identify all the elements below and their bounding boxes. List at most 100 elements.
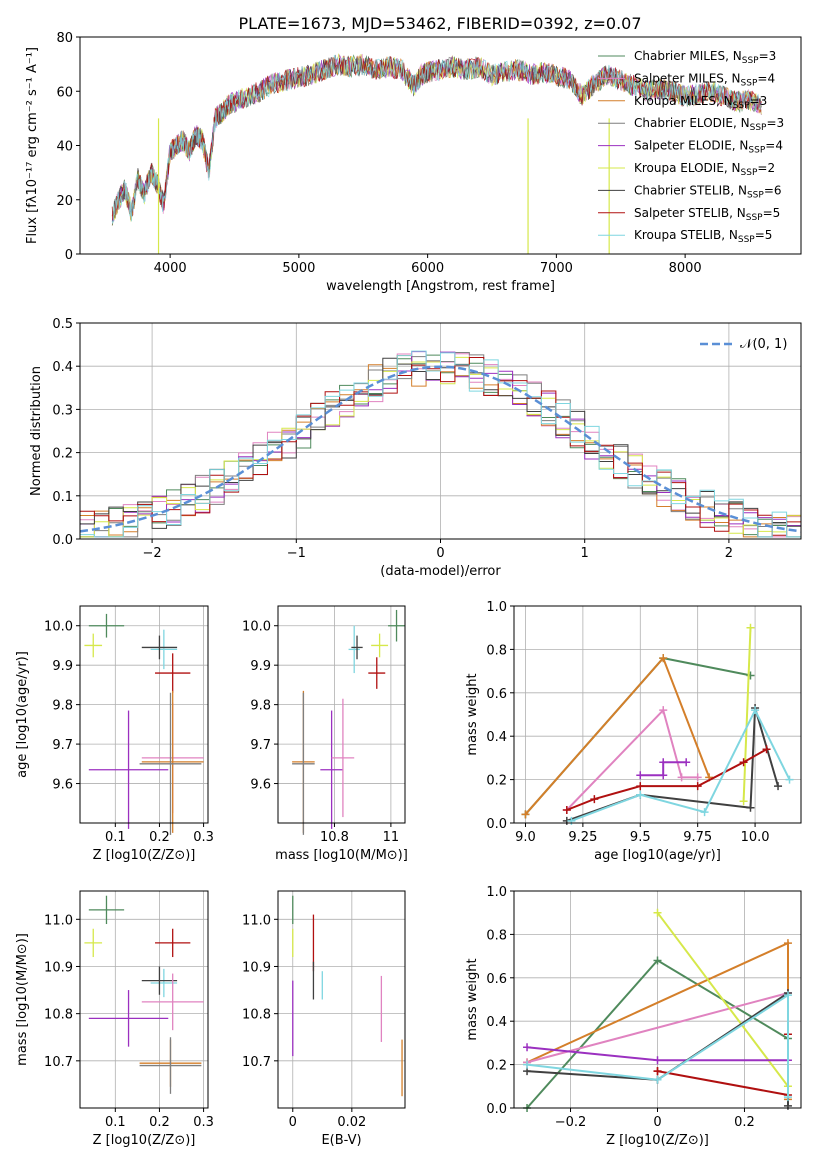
mass-weight-marker [751, 706, 760, 715]
x-tick-label: 0 [653, 1115, 661, 1130]
axes-frame [513, 605, 802, 824]
mass-weight-line [571, 707, 791, 822]
y-tick-label: 40 [56, 140, 73, 155]
massweight-vs-metallicity-panel: −0.2 0 0.2 0.0 0.2 0.4 0.6 0.8 1.0 Z [log10(Z/Z⊙)… [465, 885, 802, 1148]
y-tick-label: 10.7 [242, 1055, 271, 1070]
legend-subscript: SSP [747, 190, 764, 200]
y-tick-label: 9.7 [250, 738, 271, 753]
mass-weight-marker [523, 1043, 532, 1052]
legend-subscript: SSP [750, 123, 767, 133]
mass-weight-marker [653, 956, 662, 965]
mass-weight-marker [523, 1060, 532, 1069]
x-tick-label: 4000 [154, 261, 187, 276]
age-vs-metallicity-panel: 0.1 0.2 0.3 9.6 9.7 9.8 9.9 10.0 Z [log10(Z/Z⊙)]… [15, 605, 214, 863]
mass-weight-marker [762, 745, 771, 754]
mass-vs-extinction-panel: 0 0.02 10.7 10.8 10.9 11.0 E(B-V) [242, 890, 406, 1148]
mass-weight-marker [653, 908, 662, 917]
y-tick-label: 0.5 [52, 317, 73, 332]
x-tick-label: 10.0 [741, 830, 770, 845]
y-tick-label: 1.0 [486, 885, 507, 900]
x-tick-label: 0.1 [105, 830, 126, 845]
x-tick-label: 0.2 [149, 830, 170, 845]
x-tick-label: 6000 [411, 261, 444, 276]
mass-weight-marker [521, 810, 530, 819]
legend-label: Chabrier STELIB, NSSP=6 [634, 183, 782, 200]
errorbar-point [368, 657, 386, 689]
mass-weight-marker [774, 782, 783, 791]
y-tick-label: 0.0 [486, 1102, 507, 1117]
errorbar-point [139, 692, 202, 835]
x-tick-label: 11 [383, 830, 400, 845]
x-axis-label: Z [log10(Z/Z⊙)] [93, 1133, 196, 1148]
y-axis-label: mass weight [465, 958, 480, 1040]
legend-subscript: SSP [742, 56, 759, 66]
errorbar-point [84, 928, 103, 958]
y-axis-label: Flux [fλ10⁻¹⁷ erg cm⁻² s⁻¹ A⁻¹] [25, 47, 40, 244]
legend-count: =4 [765, 139, 783, 153]
mass-weight-marker [653, 1075, 662, 1084]
y-tick-label: 0 [65, 248, 73, 263]
y-tick-label: 9.6 [52, 778, 73, 793]
x-axis-label: E(B-V) [321, 1133, 361, 1148]
y-tick-label: 20 [56, 194, 73, 209]
spectrum-line-kroupa-stelib [111, 54, 762, 225]
y-tick-label: 9.8 [52, 699, 73, 714]
x-tick-label: −1 [287, 546, 306, 561]
y-tick-label: 10.7 [44, 1055, 73, 1070]
x-tick-label: 0.1 [105, 1115, 126, 1130]
errorbar-point [88, 613, 125, 638]
mass-weight-marker [739, 758, 748, 767]
y-tick-label: 9.9 [52, 659, 73, 674]
mass-weight-marker [700, 808, 709, 817]
legend-count: =4 [757, 71, 775, 85]
mass-weight-marker [590, 795, 599, 804]
y-tick-label: 0.2 [486, 1059, 507, 1074]
errorbar-point [348, 625, 360, 674]
y-tick-label: 0.2 [52, 447, 73, 462]
y-tick-label: 0.4 [52, 360, 73, 375]
figure-title: PLATE=1673, MJD=53462, FIBERID=0392, z=0… [238, 14, 641, 33]
errorbar-point [141, 966, 178, 995]
x-tick-label: 8000 [669, 261, 702, 276]
mass-weight-line [640, 761, 687, 777]
legend-count: =3 [766, 116, 784, 130]
mass-weight-marker [659, 654, 668, 663]
errorbar-point [141, 690, 204, 833]
y-tick-label: 9.9 [250, 659, 271, 674]
x-tick-label: 1 [581, 546, 589, 561]
legend-label: Salpeter MILES, NSSP=4 [634, 71, 775, 88]
errorbar-point [88, 895, 125, 925]
x-tick-label: 0.2 [734, 1115, 755, 1130]
mass-weight-marker [693, 782, 702, 791]
axes-frame [79, 605, 209, 824]
axes-frame [513, 890, 802, 1109]
legend-label: Chabrier ELODIE, NSSP=3 [634, 116, 784, 133]
y-axis-label: mass weight [465, 673, 480, 755]
x-tick-label: 9.75 [683, 830, 712, 845]
errorbar-point [84, 633, 103, 658]
legend-subscript: SSP [741, 78, 758, 88]
y-tick-label: 80 [56, 31, 73, 46]
legend-subscript: SSP [748, 146, 765, 156]
errorbar-point [141, 635, 178, 660]
y-axis-label: mass [log10(M/M⊙)] [15, 933, 30, 1066]
mass-weight-line [656, 912, 789, 1087]
errorbar-point [155, 928, 191, 958]
x-tick-label: 9.0 [515, 830, 536, 845]
mass-weight-line [526, 993, 789, 1098]
age-vs-mass-panel: 10.8 11 9.6 9.7 9.8 9.9 10.0 mass [log10(M/M⊙)] [242, 605, 408, 863]
x-tick-label: 0.3 [193, 1115, 214, 1130]
errorbar-point [388, 609, 405, 642]
errorbar-point [320, 710, 343, 829]
y-tick-label: 0.4 [486, 1015, 507, 1030]
y-tick-label: 1.0 [486, 600, 507, 615]
mass-weight-line [566, 708, 698, 811]
x-tick-label: 9.25 [568, 830, 597, 845]
errorbar-point [292, 692, 315, 835]
x-tick-label: −0.2 [555, 1115, 587, 1130]
legend-count: =3 [759, 49, 777, 63]
x-tick-label: 10.8 [320, 830, 349, 845]
y-tick-label: 9.7 [52, 738, 73, 753]
mass-weight-marker [783, 1101, 792, 1110]
